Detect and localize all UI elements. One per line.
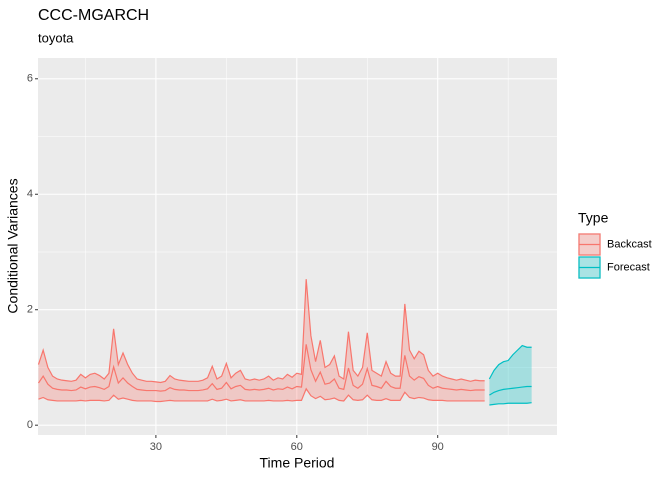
y-tick-label: 2 bbox=[27, 304, 33, 316]
y-tick-label: 6 bbox=[27, 73, 33, 85]
ribbon bbox=[38, 279, 485, 402]
legend-title: Type bbox=[578, 210, 609, 226]
x-tick-label: 60 bbox=[291, 441, 303, 453]
y-tick-label: 0 bbox=[27, 419, 33, 431]
line bbox=[488, 344, 532, 380]
legend-label: Forecast bbox=[607, 261, 650, 273]
line bbox=[489, 385, 532, 396]
line bbox=[38, 387, 485, 403]
x-tick-label: 30 bbox=[150, 441, 162, 453]
y-tick-label: 4 bbox=[27, 188, 33, 200]
line bbox=[37, 279, 485, 384]
line bbox=[489, 402, 532, 406]
x-axis-label: Time Period bbox=[260, 455, 335, 471]
panel-background bbox=[38, 58, 557, 435]
x-tick-label: 90 bbox=[432, 441, 444, 453]
legend-label: Backcast bbox=[607, 238, 652, 250]
chart-title: CCC-MGARCH bbox=[38, 7, 149, 24]
line bbox=[37, 344, 485, 392]
chart-subtitle: toyota bbox=[38, 30, 74, 45]
y-axis-label: Conditional Variances bbox=[5, 178, 21, 313]
